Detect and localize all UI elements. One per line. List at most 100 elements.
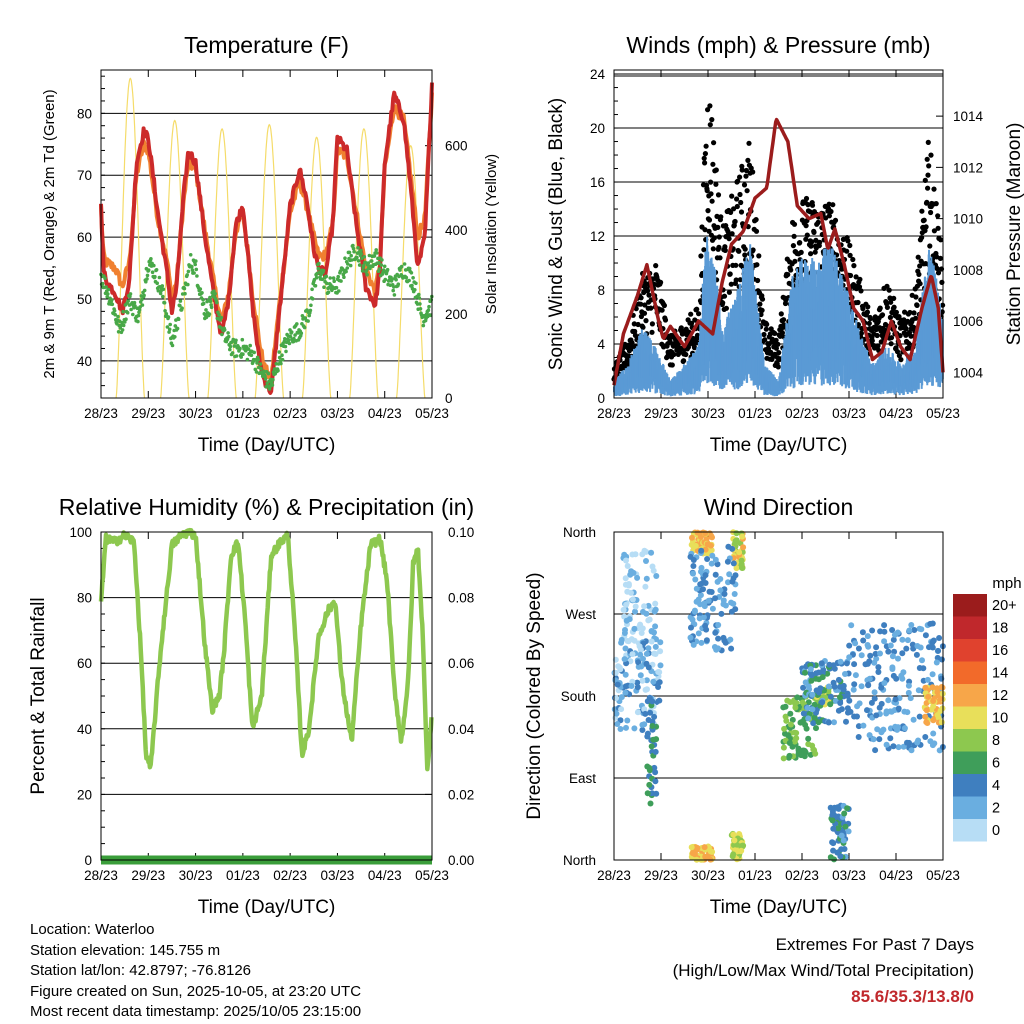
dewpoint-point: [364, 268, 369, 273]
direction-point: [739, 533, 746, 540]
gust-point: [661, 302, 668, 309]
dewpoint-point: [201, 297, 205, 302]
dewpoint-point: [317, 261, 321, 266]
direction-point: [638, 630, 645, 636]
gust-point: [716, 244, 722, 250]
dewpoint-point: [137, 308, 142, 312]
direction-point: [825, 719, 832, 726]
gust-point: [867, 315, 874, 322]
direction-point: [835, 676, 842, 683]
dewpoint-point: [293, 333, 297, 337]
direction-point: [620, 606, 627, 613]
direction-point: [715, 635, 722, 642]
gust-point: [898, 357, 904, 363]
direction-point: [913, 651, 920, 658]
direction-point: [830, 847, 837, 854]
dewpoint-point: [418, 302, 422, 306]
direction-point: [870, 736, 877, 743]
direction-point: [646, 767, 653, 774]
gust-point: [809, 202, 816, 208]
gust-point: [757, 301, 763, 307]
gust-point: [924, 199, 930, 205]
direction-point: [709, 848, 716, 855]
dewpoint-point: [194, 259, 198, 263]
gust-point: [815, 219, 821, 225]
direction-point: [730, 831, 737, 838]
y-tick-label: East: [569, 771, 596, 786]
dewpoint-point: [245, 357, 250, 362]
y-tick-label: North: [563, 853, 596, 868]
dewpoint-point: [116, 330, 121, 334]
x-tick-label: 29/23: [644, 406, 678, 421]
gust-point: [705, 208, 711, 214]
dewpoint-point: [232, 344, 237, 348]
y2-tick-label: 1014: [953, 109, 984, 124]
dewpoint-point: [195, 274, 199, 278]
gust-point: [737, 277, 743, 283]
dewpoint-point: [100, 281, 105, 286]
direction-point: [878, 700, 885, 707]
dewpoint-point: [349, 253, 354, 258]
x-tick-label: 01/23: [226, 868, 260, 883]
y2-tick-label: 1006: [953, 314, 983, 329]
direction-point: [702, 572, 709, 579]
direction-point: [889, 627, 896, 633]
gust-point: [925, 172, 931, 178]
x-axis-label: Time (Day/UTC): [710, 897, 848, 918]
direction-point: [805, 699, 812, 706]
gust-point: [629, 340, 635, 346]
direction-point: [721, 637, 728, 644]
gust-point: [884, 283, 890, 289]
direction-point: [637, 651, 644, 658]
gust-point: [923, 224, 929, 230]
direction-point: [831, 719, 837, 726]
dewpoint-point: [356, 259, 361, 263]
dewpoint-point: [280, 353, 284, 358]
dewpoint-point: [351, 246, 356, 251]
gust-point: [891, 304, 897, 310]
dewpoint-point: [120, 328, 125, 332]
gust-point: [723, 305, 730, 311]
y2-axis-label: Station Pressure (Maroon): [1004, 123, 1024, 346]
dewpoint-point: [322, 285, 326, 290]
direction-point: [807, 666, 814, 673]
gust-point: [698, 253, 704, 259]
dewpoint-point: [239, 355, 243, 359]
dewpoint-point: [163, 309, 167, 313]
gust-point: [716, 234, 722, 240]
direction-point: [697, 581, 704, 588]
dewpoint-point: [193, 262, 197, 267]
dewpoint-point: [324, 274, 329, 279]
direction-point: [831, 665, 838, 672]
x-tick-label: 28/23: [597, 868, 631, 883]
dewpoint-point: [328, 276, 333, 280]
dewpoint-point: [394, 277, 398, 282]
panel-1: Temperature (F) 28/23 29/23 30/23 01/23 02/23…: [41, 32, 500, 456]
x-tick-label: 02/23: [273, 406, 307, 421]
gust-point: [803, 236, 809, 242]
gust-point: [755, 277, 761, 284]
dewpoint-point: [402, 262, 407, 266]
direction-point: [840, 837, 847, 844]
legend-title: mph: [992, 575, 1021, 592]
gust-point: [939, 279, 945, 285]
direction-point: [933, 659, 940, 666]
extremes-box: Extremes For Past 7 Days (High/Low/Max W…: [673, 932, 974, 1010]
dewpoint-point: [356, 246, 360, 250]
gust-point: [864, 309, 871, 315]
direction-point: [629, 596, 636, 603]
direction-point: [930, 717, 937, 724]
gust-point: [742, 252, 748, 258]
direction-point: [930, 637, 937, 644]
direction-point: [701, 844, 708, 851]
gust-point: [713, 167, 719, 173]
direction-point: [837, 658, 844, 665]
direction-point: [786, 740, 793, 746]
plot-border: [613, 531, 944, 861]
gust-point: [726, 236, 732, 242]
gust-point: [933, 201, 939, 207]
direction-point: [634, 684, 641, 691]
x-axis-label: Time (Day/UTC): [198, 897, 336, 918]
direction-point: [648, 549, 655, 556]
gust-point: [746, 140, 752, 146]
